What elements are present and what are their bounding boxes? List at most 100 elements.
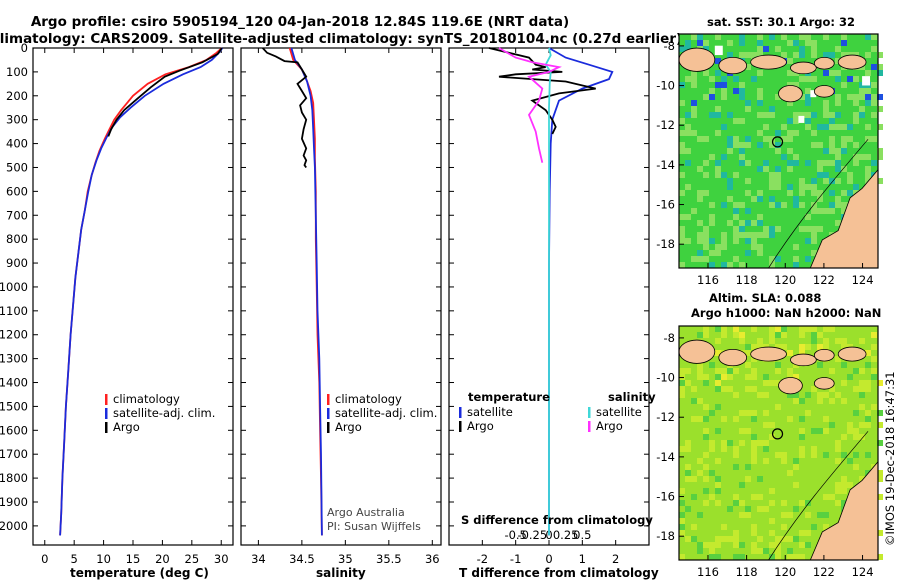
map-cell bbox=[691, 256, 697, 262]
map-cell bbox=[745, 178, 751, 184]
map-y-tick-label: -12 bbox=[656, 410, 675, 424]
map-cell bbox=[679, 190, 685, 196]
map-cell bbox=[793, 374, 799, 380]
map-cell bbox=[733, 118, 739, 124]
map-cell bbox=[817, 196, 823, 202]
map-cell bbox=[835, 338, 841, 344]
map-cell bbox=[799, 112, 805, 118]
map-cell bbox=[829, 136, 835, 142]
map-cell bbox=[781, 452, 787, 458]
s-difference-title: S difference from climatology bbox=[461, 513, 653, 527]
map-cell bbox=[793, 52, 799, 58]
map-cell bbox=[721, 76, 727, 82]
map-cell bbox=[685, 124, 691, 130]
series-line-s-satellite bbox=[544, 47, 552, 536]
map-cell bbox=[859, 94, 865, 100]
map-cell bbox=[721, 440, 727, 446]
map-cell bbox=[781, 524, 787, 530]
map-cell bbox=[769, 500, 775, 506]
map-cell bbox=[877, 470, 883, 476]
map-cell bbox=[769, 262, 775, 268]
map-cell bbox=[685, 446, 691, 452]
map-cell bbox=[703, 238, 709, 244]
map-cell bbox=[679, 232, 685, 238]
map-cell bbox=[871, 404, 877, 410]
map-cell bbox=[799, 398, 805, 404]
map-cell bbox=[679, 118, 685, 124]
map-cell bbox=[763, 446, 769, 452]
map-cell bbox=[733, 226, 739, 232]
map-cell bbox=[781, 136, 787, 142]
map-cell bbox=[835, 160, 841, 166]
map-cell bbox=[823, 160, 829, 166]
map-cell bbox=[877, 94, 883, 100]
map-cell bbox=[733, 326, 739, 332]
map-cell bbox=[715, 500, 721, 506]
map-cell bbox=[721, 124, 727, 130]
map-cell bbox=[775, 326, 781, 332]
map-cell bbox=[787, 70, 793, 76]
map-cell bbox=[847, 76, 853, 82]
map-cell bbox=[733, 214, 739, 220]
s-tick-label: -0.5 bbox=[504, 528, 526, 542]
map-y-tick-label: -8 bbox=[664, 331, 675, 345]
x-tick-label: 1 bbox=[579, 552, 586, 566]
map-cell bbox=[679, 82, 685, 88]
map-cell bbox=[799, 52, 805, 58]
map-cell bbox=[739, 482, 745, 488]
map-cell bbox=[685, 112, 691, 118]
map-cell bbox=[757, 52, 763, 58]
map-cell bbox=[871, 64, 877, 70]
map-cell bbox=[817, 226, 823, 232]
map-island bbox=[778, 377, 803, 395]
legend-label: Argo bbox=[335, 420, 362, 434]
x-tick-label: 35 bbox=[338, 552, 353, 566]
map-cell bbox=[877, 124, 883, 130]
map-cell bbox=[733, 500, 739, 506]
map-cell bbox=[739, 232, 745, 238]
map-cell bbox=[865, 100, 871, 106]
map-cell bbox=[871, 94, 877, 100]
map-cell bbox=[793, 82, 799, 88]
map-cell bbox=[739, 332, 745, 338]
sla-map-title: Altim. SLA: 0.088 bbox=[709, 291, 821, 305]
map-cell bbox=[841, 34, 847, 40]
map-cell bbox=[715, 70, 721, 76]
map-cell bbox=[787, 166, 793, 172]
map-cell bbox=[853, 94, 859, 100]
map-cell bbox=[775, 166, 781, 172]
map-cell bbox=[793, 202, 799, 208]
map-cell bbox=[769, 554, 775, 560]
map-cell bbox=[775, 94, 781, 100]
map-cell bbox=[739, 94, 745, 100]
map-cell bbox=[811, 250, 817, 256]
map-cell bbox=[763, 380, 769, 386]
map-cell bbox=[691, 208, 697, 214]
map-cell bbox=[709, 262, 715, 268]
map-cell bbox=[751, 446, 757, 452]
map-cell bbox=[745, 512, 751, 518]
map-cell bbox=[853, 428, 859, 434]
map-cell bbox=[811, 226, 817, 232]
map-cell bbox=[769, 232, 775, 238]
map-cell bbox=[709, 220, 715, 226]
map-cell bbox=[715, 244, 721, 250]
map-cell bbox=[865, 124, 871, 130]
salinity-panel: 34 34.5 35 35.5 36 climatologysatellite-adj. … bbox=[240, 47, 442, 566]
map-y-tick-label: -16 bbox=[656, 490, 675, 504]
map-cell bbox=[847, 374, 853, 380]
map-cell bbox=[685, 214, 691, 220]
map-cell bbox=[793, 554, 799, 560]
map-cell bbox=[733, 238, 739, 244]
map-cell bbox=[703, 542, 709, 548]
map-cell bbox=[769, 542, 775, 548]
map-contour bbox=[768, 139, 869, 269]
map-cell bbox=[847, 458, 853, 464]
map-cell bbox=[757, 250, 763, 256]
map-cell bbox=[745, 220, 751, 226]
map-cell bbox=[733, 392, 739, 398]
map-cell bbox=[823, 338, 829, 344]
map-cell bbox=[811, 76, 817, 82]
map-cell bbox=[859, 404, 865, 410]
map-cell bbox=[877, 422, 883, 428]
